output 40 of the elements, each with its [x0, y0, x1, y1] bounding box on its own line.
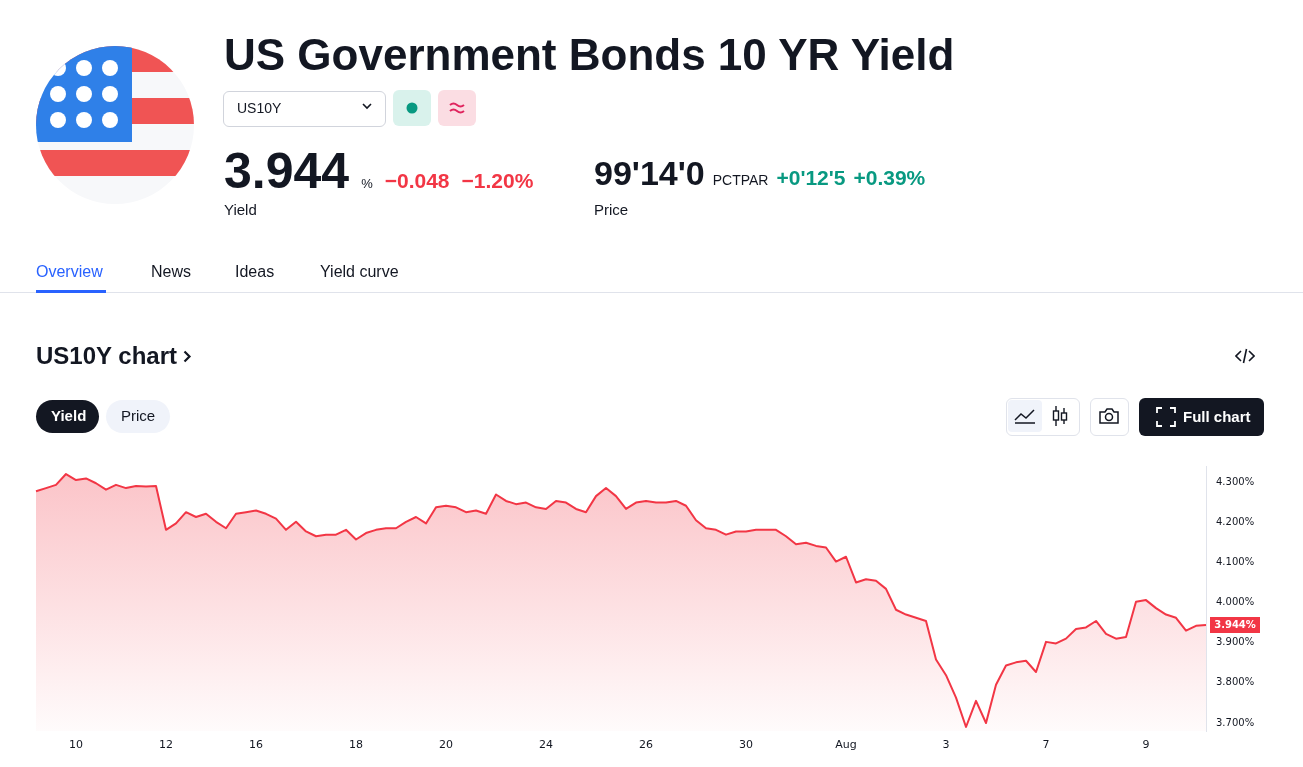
x-tick-label: 10: [69, 738, 83, 752]
text: +0.39%: [853, 166, 926, 190]
text: Yield: [224, 201, 257, 218]
chart-subtitle: US10Y chart: [36, 342, 177, 370]
text: Price: [121, 407, 156, 424]
text: %: [361, 176, 373, 191]
x-tick-label: 3: [942, 738, 950, 752]
x-tick-label: 20: [439, 738, 453, 752]
text: Price: [594, 201, 629, 218]
chart-title: US Government Bonds 10 YR Yield: [224, 30, 955, 80]
y-tick-label: 4.100%: [1216, 555, 1255, 567]
x-tick-label: 7: [1042, 738, 1050, 752]
x-tick-label: 16: [249, 738, 263, 752]
y-tick-label: 3.900%: [1216, 636, 1255, 648]
text: −1.20%: [461, 169, 534, 193]
text: PCTPAR: [712, 172, 769, 188]
text: Overview: [36, 263, 103, 281]
x-tick-label: 26: [639, 738, 653, 752]
y-tick-label: 4.300%: [1216, 475, 1255, 487]
x-tick-label: 9: [1142, 738, 1150, 752]
y-tick-label: 3.800%: [1216, 676, 1255, 688]
text: −0.048: [384, 169, 450, 193]
x-tick-label: Aug: [835, 738, 857, 752]
text: Yield curve: [320, 263, 399, 281]
text: +0'12'5: [776, 166, 846, 190]
text: 3.944%: [1214, 618, 1256, 630]
x-tick-label: 30: [739, 738, 753, 752]
x-tick-label: 24: [539, 738, 553, 752]
text: 99'14'0: [594, 154, 705, 193]
x-tick-label: 18: [349, 738, 363, 752]
text: Yield: [51, 407, 87, 424]
text: US10Y: [237, 100, 282, 116]
text: Full chart: [1183, 408, 1251, 425]
text: 3.944: [224, 142, 350, 200]
y-tick-label: 3.700%: [1216, 716, 1255, 728]
x-tick-label: 12: [159, 738, 173, 752]
y-tick-label: 4.200%: [1216, 515, 1255, 527]
text: Ideas: [235, 263, 275, 281]
y-tick-label: 4.000%: [1216, 596, 1255, 608]
text: News: [151, 263, 192, 281]
